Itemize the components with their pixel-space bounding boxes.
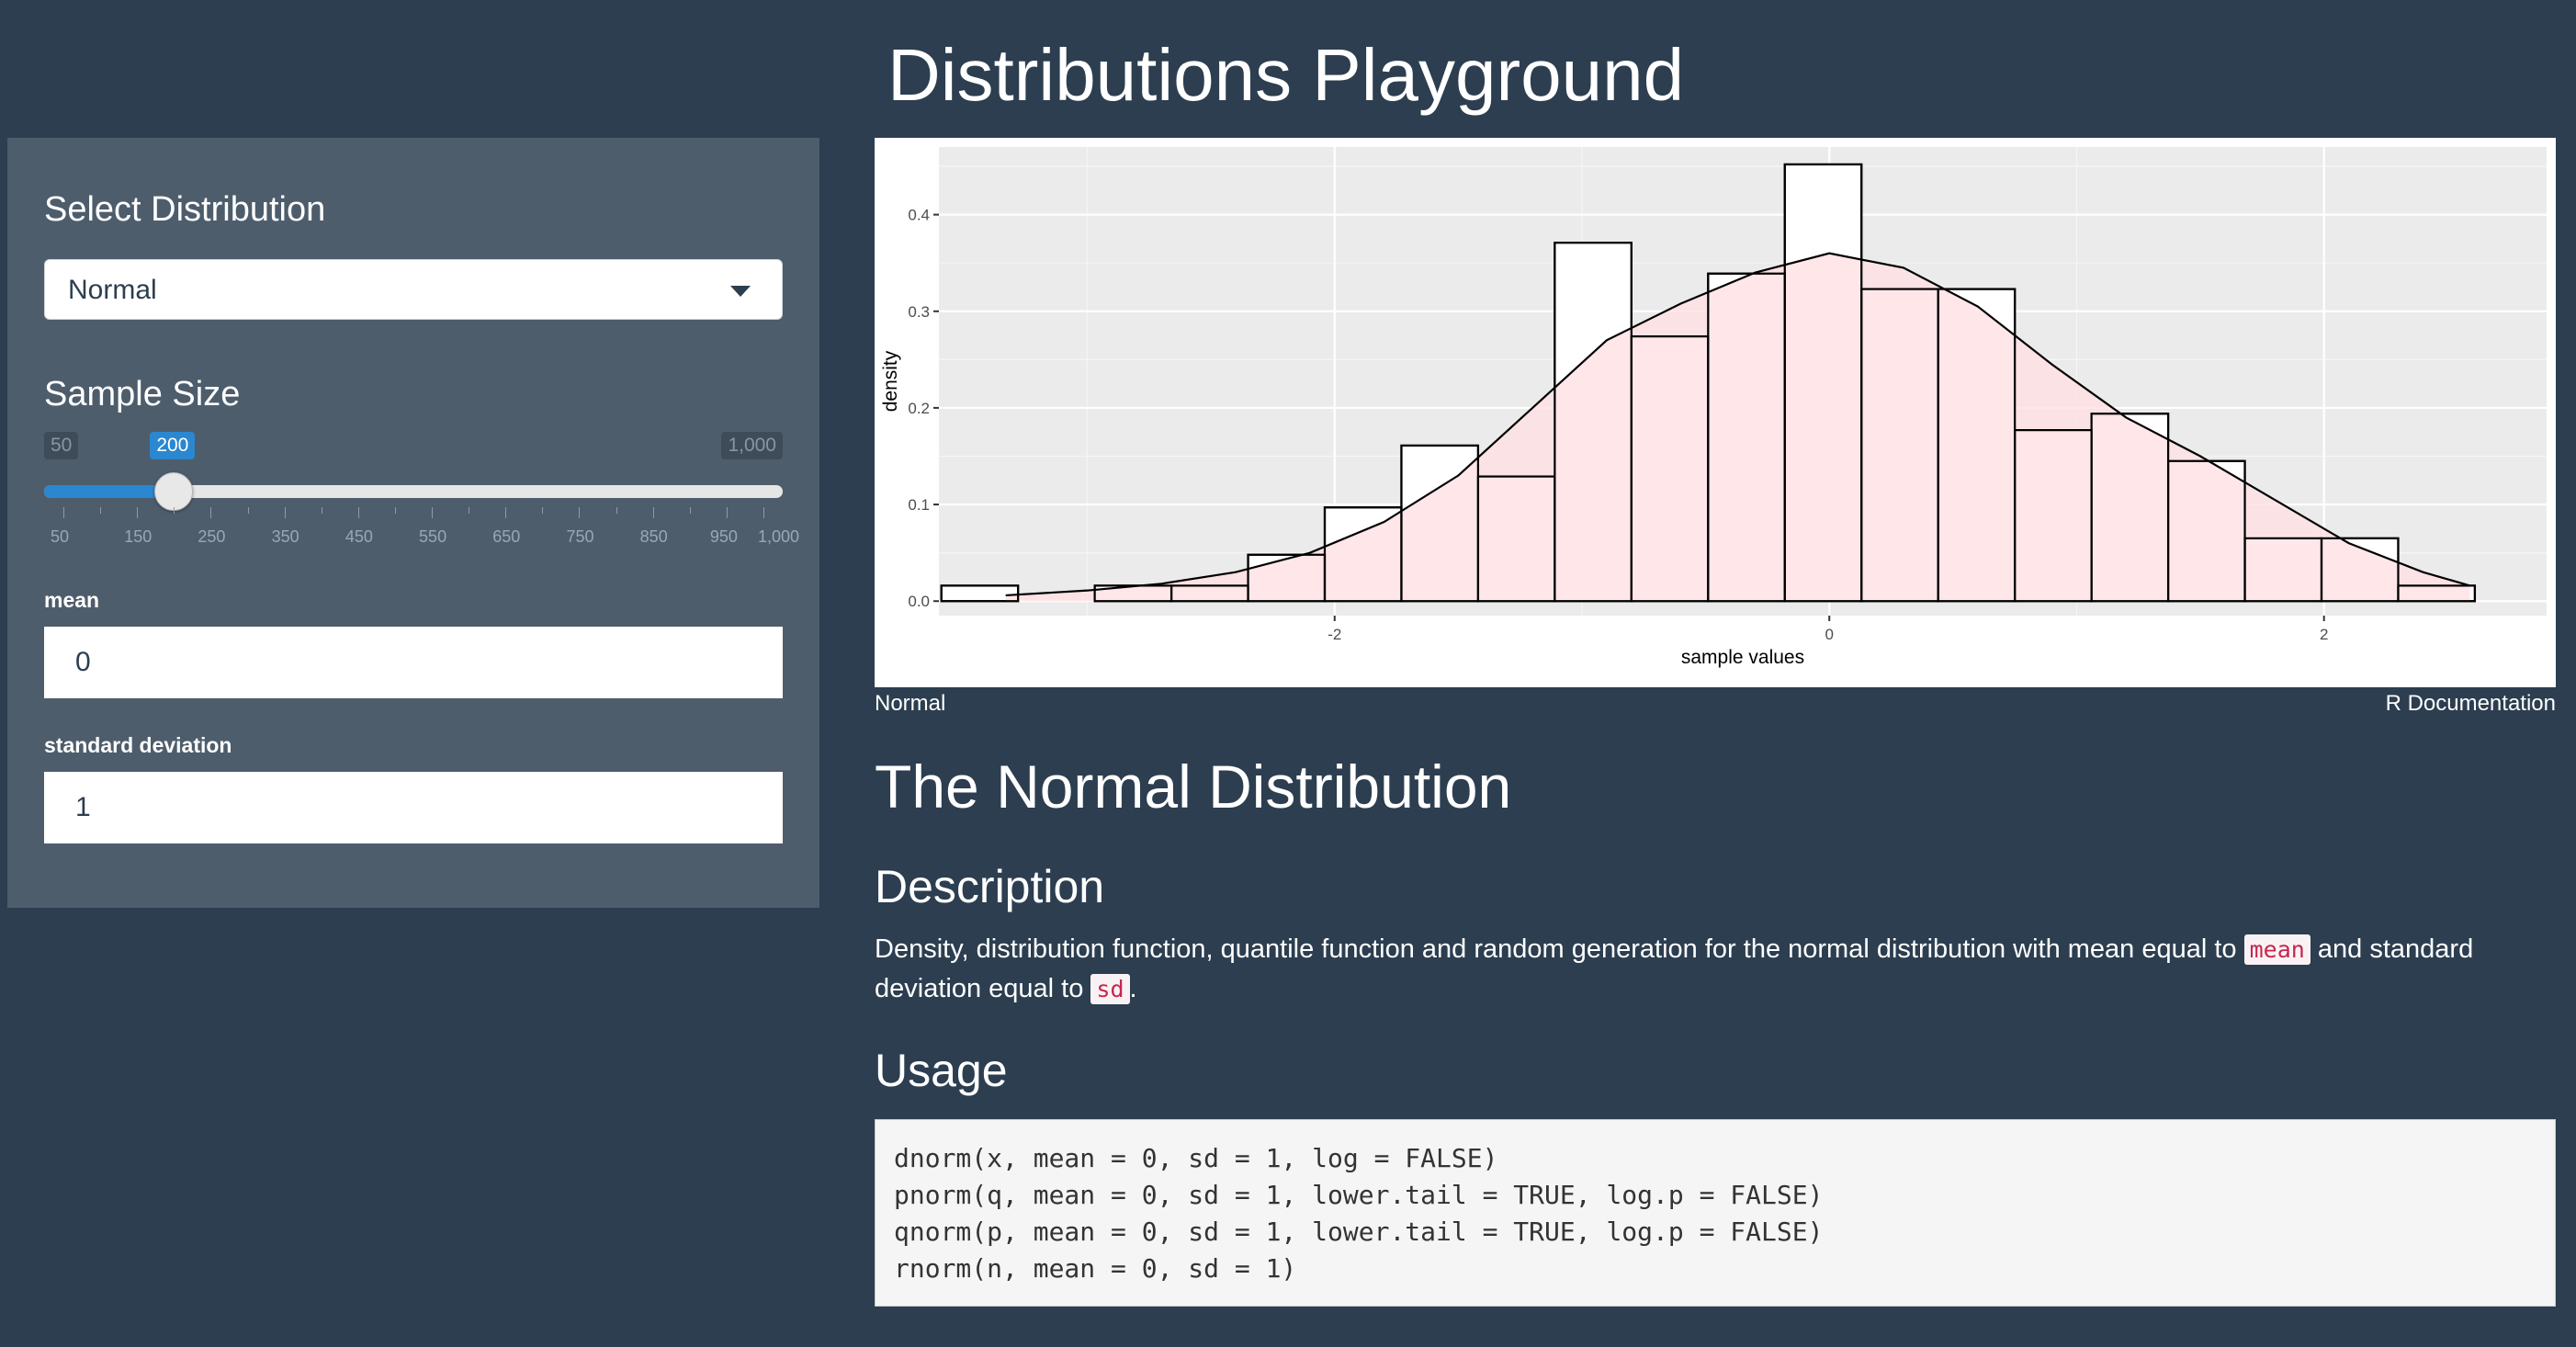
doc-title: The Normal Distribution xyxy=(875,753,1512,821)
description-text: . xyxy=(1129,974,1137,1003)
slider-tick-label: 350 xyxy=(271,527,299,546)
sample-size-slider[interactable]: 50 200 1,000 50 150 250 350 450 550 650 750 850 9… xyxy=(44,432,799,560)
description-heading: Description xyxy=(875,861,1105,912)
x-tick-label: 0 xyxy=(1825,626,1833,643)
histogram-plot: 0.0 0.1 0.2 0.3 0.4 -2 0 2 sample values density xyxy=(875,138,2556,687)
slider-tick xyxy=(432,507,434,518)
y-tick-label: 0.3 xyxy=(908,303,930,321)
slider-tick xyxy=(174,507,175,514)
usage-heading: Usage xyxy=(875,1045,1008,1096)
code-mean: mean xyxy=(2243,934,2310,965)
slider-tick xyxy=(63,507,64,518)
chevron-down-icon xyxy=(730,286,751,297)
slider-tick xyxy=(579,507,581,518)
slider-tick-label: 450 xyxy=(345,527,373,546)
slider-track[interactable] xyxy=(44,485,783,498)
slider-tick xyxy=(247,507,249,514)
y-axis-label: density xyxy=(880,350,901,412)
slider-tick xyxy=(394,507,396,514)
slider-tick xyxy=(210,507,212,518)
slider-tick xyxy=(763,507,764,518)
slider-tick-label: 150 xyxy=(124,527,153,546)
slider-min-badge: 50 xyxy=(44,432,79,459)
distribution-select[interactable]: Normal xyxy=(44,259,783,320)
slider-tick-label: 50 xyxy=(51,527,70,546)
usage-code-block: dnorm(x, mean = 0, sd = 1, log = FALSE) … xyxy=(875,1119,2556,1307)
slider-tick-label: 950 xyxy=(709,527,738,546)
slider-tick-label: 750 xyxy=(566,527,594,546)
app-title: Distributions Playground xyxy=(887,34,1685,116)
usage-line: rnorm(n, mean = 0, sd = 1) xyxy=(894,1253,1297,1284)
mean-input[interactable] xyxy=(44,627,783,698)
density-line xyxy=(1005,252,2470,597)
y-tick-label: 0.4 xyxy=(908,207,930,224)
distribution-label: Select Distribution xyxy=(44,190,326,229)
slider-tick xyxy=(100,507,102,514)
x-tick-label: 2 xyxy=(2320,626,2328,643)
sd-input[interactable] xyxy=(44,772,783,843)
sample-size-label: Sample Size xyxy=(44,375,241,413)
description-text: Density, distribution function, quantile… xyxy=(875,934,2244,964)
code-sd: sd xyxy=(1090,974,1130,1004)
slider-tick xyxy=(689,507,691,514)
slider-tick-label: 250 xyxy=(198,527,226,546)
histogram-bar-outline xyxy=(2397,584,2477,603)
histogram-bar-outline xyxy=(2166,459,2246,603)
usage-line: pnorm(q, mean = 0, sd = 1, lower.tail = … xyxy=(894,1180,1824,1210)
slider-tick xyxy=(505,507,507,518)
histogram-chart: 0.0 0.1 0.2 0.3 0.4 -2 0 2 sample values density xyxy=(880,147,2547,668)
y-tick-label: 0.1 xyxy=(908,496,930,514)
slider-tick xyxy=(616,507,617,514)
density-area xyxy=(1005,253,2470,602)
description-paragraph: Density, distribution function, quantile… xyxy=(875,930,2556,1009)
slider-tick-label: 850 xyxy=(639,527,668,546)
mean-label: mean xyxy=(44,588,100,612)
slider-tick xyxy=(284,507,286,518)
slider-tick xyxy=(137,507,139,518)
slider-tick-label: 550 xyxy=(419,527,447,546)
slider-tick xyxy=(357,507,359,518)
slider-value-badge: 200 xyxy=(150,432,196,459)
slider-tick xyxy=(652,507,654,518)
sd-label: standard deviation xyxy=(44,733,232,757)
y-tick-label: 0.2 xyxy=(908,400,930,417)
y-tick-label: 0.0 xyxy=(908,593,930,610)
slider-handle[interactable] xyxy=(154,472,194,511)
sidebar-panel: Select Distribution Normal Sample Size 5… xyxy=(7,138,819,908)
usage-line: dnorm(x, mean = 0, sd = 1, log = FALSE) xyxy=(894,1143,1498,1173)
x-tick-label: -2 xyxy=(1328,626,1341,643)
doc-header-right: R Documentation xyxy=(2385,691,2556,716)
slider-tick-label: 1,000 xyxy=(758,527,800,546)
slider-tick xyxy=(726,507,728,518)
slider-tick-label: 650 xyxy=(492,527,521,546)
description-text: and standard deviation equal to xyxy=(875,934,2474,1003)
x-axis-label: sample values xyxy=(1681,647,1804,668)
slider-max-badge: 1,000 xyxy=(721,432,783,459)
histogram-bar-outline xyxy=(2320,537,2400,603)
slider-fill xyxy=(44,485,175,498)
doc-header-left: Normal xyxy=(875,691,946,716)
distribution-select-value: Normal xyxy=(68,275,157,305)
slider-tick xyxy=(542,507,544,514)
histogram-bar-outline xyxy=(940,584,1020,603)
usage-line: qnorm(p, mean = 0, sd = 1, lower.tail = … xyxy=(894,1217,1824,1247)
